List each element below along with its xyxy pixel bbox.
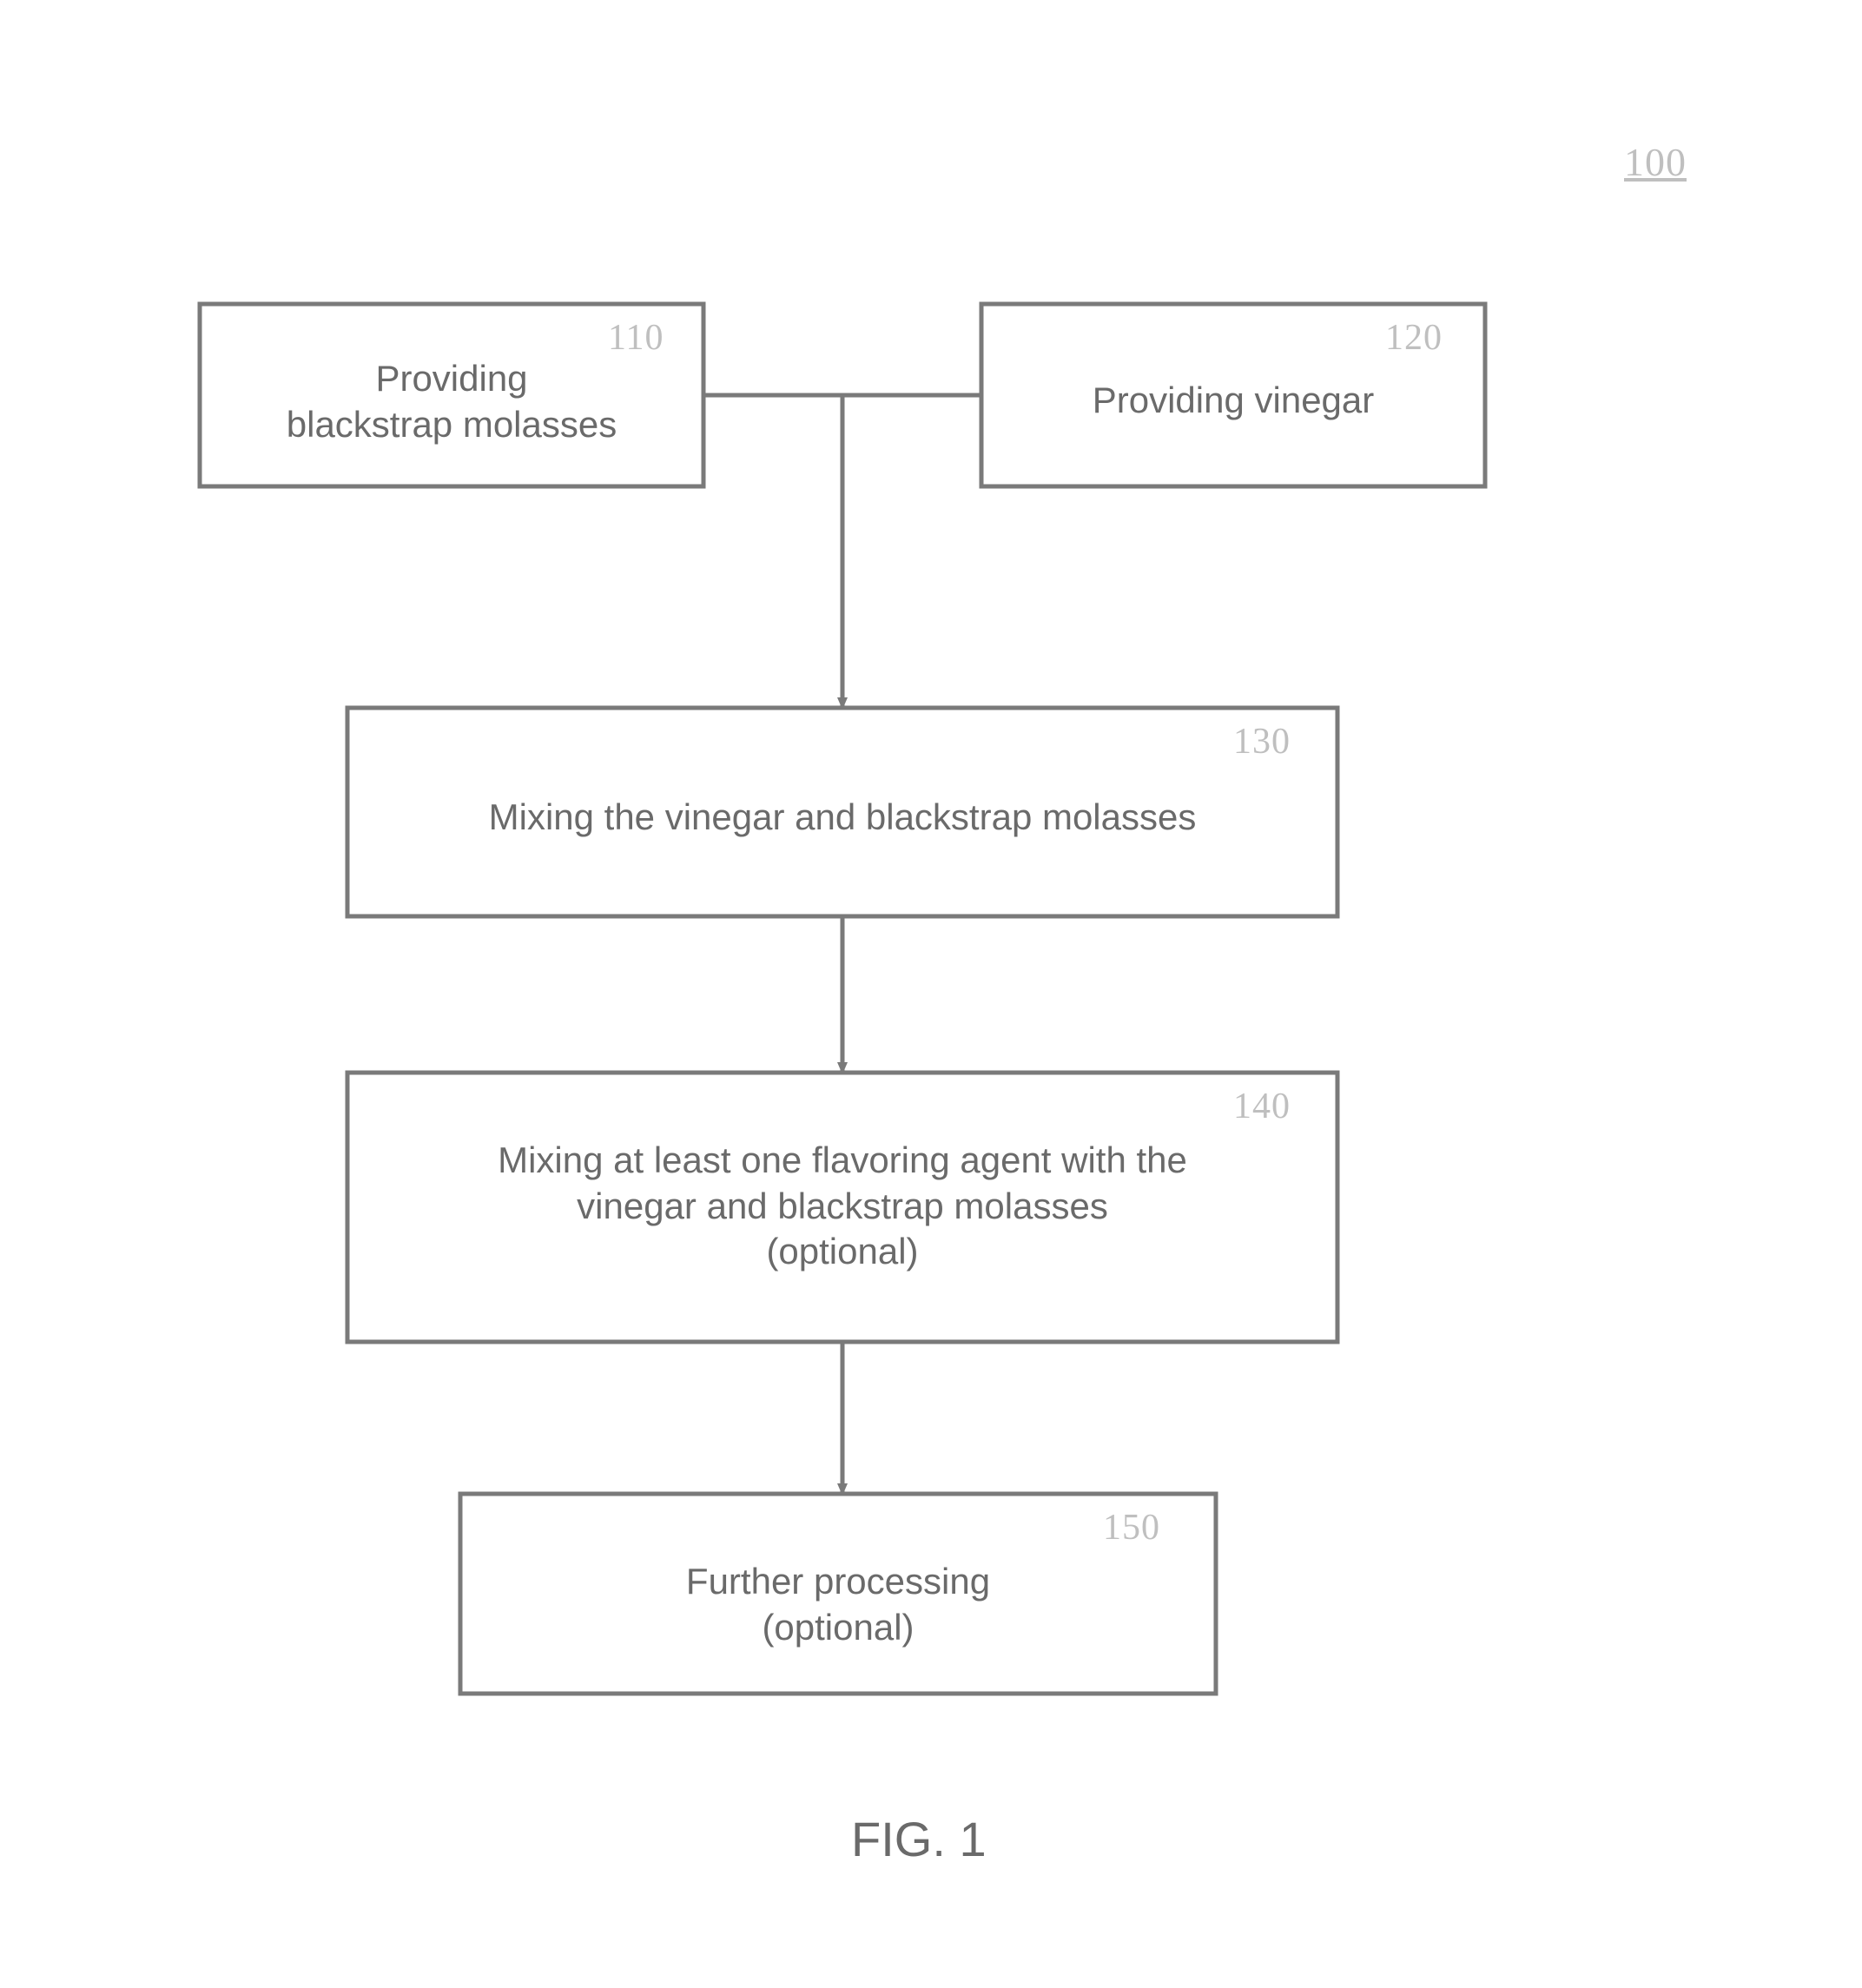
node-ref-n120: 120	[1385, 317, 1443, 359]
node-ref-n110: 110	[608, 317, 664, 359]
diagram-ref-number: 100	[1624, 139, 1687, 185]
figure-label: FIG. 1	[851, 1811, 987, 1867]
node-label-n120: Providing vinegar	[999, 378, 1468, 424]
node-label-n140: Mixing at least one flavoring agent with…	[365, 1138, 1320, 1275]
node-ref-n150: 150	[1103, 1507, 1160, 1549]
flowchart-canvas	[0, 0, 1862, 1988]
edges	[703, 395, 981, 1494]
node-ref-n130: 130	[1233, 721, 1291, 763]
node-label-n110: Providingblackstrap molasses	[217, 356, 686, 447]
node-label-n150: Further processing(optional)	[478, 1559, 1198, 1650]
node-label-n130: Mixing the vinegar and blackstrap molass…	[365, 795, 1320, 841]
node-ref-n140: 140	[1233, 1086, 1291, 1127]
